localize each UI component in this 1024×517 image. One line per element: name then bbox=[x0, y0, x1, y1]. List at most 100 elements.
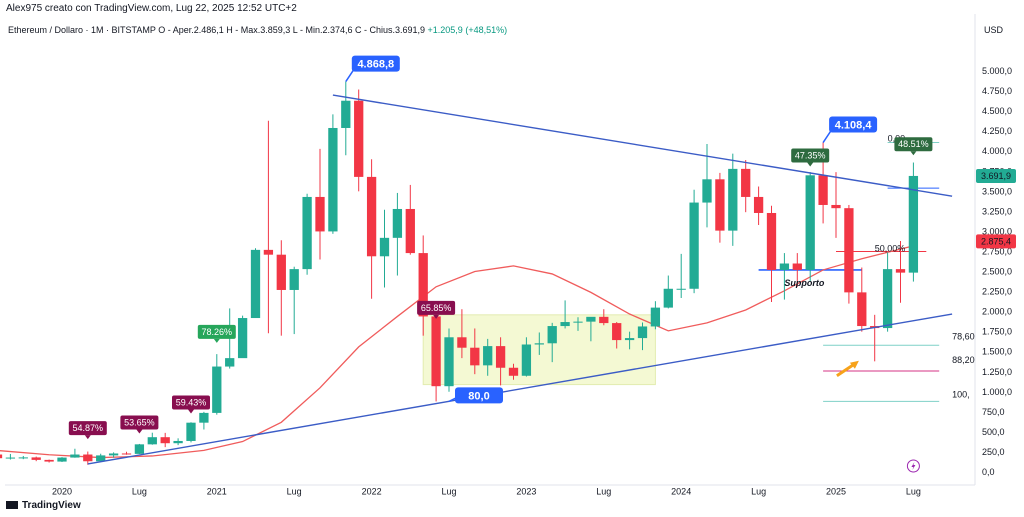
pct-badge-pointer bbox=[433, 314, 440, 319]
candle-body bbox=[315, 196, 325, 232]
candle-body bbox=[418, 253, 428, 317]
x-tick-label: Lug bbox=[132, 486, 147, 496]
price-callout bbox=[829, 116, 878, 133]
candle-body bbox=[844, 208, 854, 293]
pct-badge-pointer bbox=[136, 429, 143, 434]
candle-body bbox=[689, 202, 699, 289]
x-tick-label: 2025 bbox=[826, 486, 846, 496]
candle-body bbox=[470, 347, 480, 366]
candle-body bbox=[366, 176, 377, 257]
symbol-info-line: Ethereum / Dollaro · 1M · BITSTAMP O - A… bbox=[8, 25, 507, 35]
y-tick-label: 2.500,0 bbox=[982, 267, 1012, 277]
y-tick-label: 500,0 bbox=[982, 427, 1005, 437]
candle-body bbox=[31, 457, 41, 460]
pct-badge-pointer bbox=[213, 338, 220, 343]
pct-badge bbox=[172, 395, 210, 410]
candle-body bbox=[5, 457, 16, 459]
fib-level-label: 78,60 bbox=[952, 332, 975, 342]
candle-body bbox=[766, 212, 777, 270]
candle-body bbox=[108, 453, 119, 456]
ohlc-info: Ethereum / Dollaro · 1M · BITSTAMP O - A… bbox=[8, 25, 426, 35]
x-tick-label: Lug bbox=[906, 486, 921, 496]
price-tag bbox=[976, 234, 1016, 249]
candle-body bbox=[676, 288, 686, 290]
candle-body bbox=[599, 316, 609, 324]
y-tick-label: 4.500,0 bbox=[982, 106, 1012, 116]
candle-body bbox=[753, 196, 764, 213]
candle-body bbox=[573, 321, 583, 323]
fib-level-label: 100, bbox=[952, 389, 970, 399]
candle-body bbox=[57, 457, 67, 462]
candle-body bbox=[612, 323, 622, 341]
candle-body bbox=[715, 179, 725, 231]
pct-badge-text: 59.43% bbox=[176, 397, 207, 407]
candle-body bbox=[186, 422, 196, 441]
pct-badge-pointer bbox=[188, 409, 194, 414]
candle-body bbox=[818, 175, 828, 205]
pct-badge-text: 47.35% bbox=[795, 150, 826, 160]
candle-body bbox=[547, 326, 557, 344]
y-tick-label: 3.000,0 bbox=[982, 226, 1012, 236]
y-tick-label: 750,0 bbox=[982, 407, 1005, 417]
y-tick-label: 1.000,0 bbox=[982, 387, 1012, 397]
candle-body bbox=[534, 343, 544, 345]
x-tick-label: 2022 bbox=[362, 486, 382, 496]
pct-badge-pointer bbox=[807, 162, 814, 167]
pct-badge-text: 65.85% bbox=[421, 303, 452, 313]
y-tick-label: 5.000,0 bbox=[982, 66, 1012, 76]
candle-body bbox=[160, 437, 170, 444]
x-tick-label: Lug bbox=[287, 486, 302, 496]
tradingview-logo-icon bbox=[6, 501, 18, 510]
price-callout-text: 4.108,4 bbox=[835, 120, 873, 132]
y-tick-label: 1.750,0 bbox=[982, 327, 1012, 337]
x-tick-label: Lug bbox=[441, 486, 456, 496]
supporto-label: Supporto bbox=[784, 278, 824, 288]
candle-body bbox=[586, 316, 596, 322]
candle-body bbox=[289, 269, 299, 290]
currency-label: USD bbox=[984, 25, 1004, 35]
candle-body bbox=[805, 175, 815, 270]
candle-body bbox=[134, 444, 145, 454]
price-tag bbox=[976, 168, 1016, 183]
candle-body bbox=[405, 208, 415, 254]
candle-body bbox=[831, 204, 841, 209]
y-tick-label: 2.250,0 bbox=[982, 287, 1012, 297]
candle-body bbox=[341, 100, 351, 128]
y-tick-label: 3.500,0 bbox=[982, 186, 1012, 196]
y-tick-label: 4.750,0 bbox=[982, 86, 1012, 96]
support-trendline bbox=[87, 313, 953, 465]
y-tick-label: 1.250,0 bbox=[982, 367, 1012, 377]
pct-badge-text: 53.65% bbox=[124, 417, 155, 427]
price-callout bbox=[351, 55, 400, 72]
x-tick-label: Lug bbox=[751, 486, 766, 496]
pct-badge bbox=[197, 324, 236, 339]
candle-body bbox=[663, 288, 673, 308]
candle-body bbox=[237, 318, 248, 359]
candle-body bbox=[508, 367, 519, 376]
fib-level-label: 88,20 bbox=[952, 355, 975, 365]
lightning-bolt-icon bbox=[911, 462, 916, 470]
candle-body bbox=[521, 344, 532, 376]
y-tick-label: 250,0 bbox=[982, 447, 1005, 457]
candle-body bbox=[857, 292, 867, 327]
candle-body bbox=[250, 249, 261, 319]
candle-body bbox=[70, 454, 80, 458]
candle-body bbox=[121, 453, 132, 455]
brand-name: TradingView bbox=[22, 500, 81, 511]
pct-badge bbox=[791, 148, 830, 163]
candle-body bbox=[302, 196, 312, 270]
candle-body bbox=[431, 316, 441, 387]
lightning-icon bbox=[906, 459, 920, 473]
candle-body bbox=[728, 168, 738, 231]
author-line: Alex975 creato con TradingView.com, Lug … bbox=[6, 3, 297, 14]
resistance-trendline bbox=[332, 94, 953, 197]
candle-body bbox=[379, 237, 390, 257]
price-callout bbox=[455, 387, 503, 404]
candle-body bbox=[147, 437, 157, 445]
x-tick-label: 2021 bbox=[207, 486, 227, 496]
pct-badge bbox=[120, 415, 159, 430]
candle-body bbox=[83, 454, 93, 462]
candle-body bbox=[792, 263, 802, 270]
change-info: +1.205,9 (+48,51%) bbox=[427, 25, 508, 35]
